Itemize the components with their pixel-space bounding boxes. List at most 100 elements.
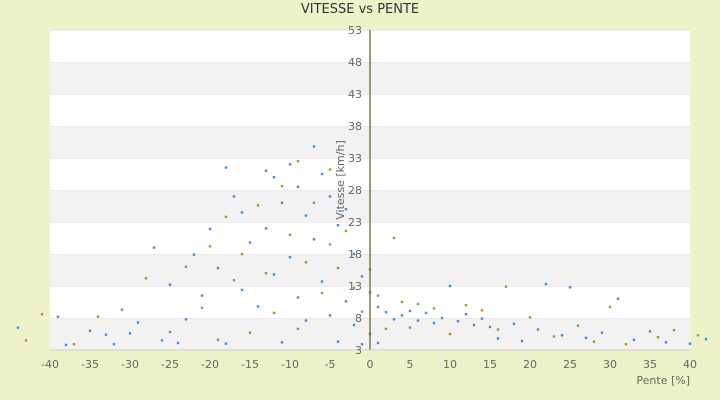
data-point bbox=[528, 316, 532, 319]
y-tick-label: 8 bbox=[355, 312, 362, 325]
data-point bbox=[160, 339, 164, 342]
data-point bbox=[272, 311, 276, 315]
data-point bbox=[328, 243, 332, 246]
x-tick-label: 40 bbox=[683, 358, 697, 371]
data-point bbox=[704, 337, 708, 341]
y-tick-label: 3 bbox=[355, 344, 362, 357]
data-point bbox=[344, 300, 348, 303]
data-point bbox=[312, 145, 316, 148]
data-point bbox=[312, 238, 316, 241]
data-point bbox=[232, 195, 236, 198]
data-point bbox=[464, 304, 468, 307]
data-point bbox=[432, 321, 436, 325]
data-point bbox=[88, 329, 92, 332]
chart-title: VITESSE vs PENTE bbox=[300, 2, 420, 17]
data-point bbox=[480, 309, 484, 312]
data-point bbox=[304, 214, 308, 217]
x-axis-label: Pente [%] bbox=[636, 374, 690, 387]
y-tick-label: 23 bbox=[348, 216, 362, 229]
data-point bbox=[616, 297, 620, 300]
data-point bbox=[224, 215, 228, 219]
data-point bbox=[136, 321, 140, 324]
y-tick-label: 48 bbox=[348, 56, 362, 69]
data-point bbox=[664, 341, 668, 344]
y-tick-label: 28 bbox=[348, 184, 362, 197]
data-point bbox=[464, 312, 468, 316]
data-point bbox=[232, 279, 236, 282]
x-tick-label: -5 bbox=[325, 358, 336, 371]
data-point bbox=[416, 302, 420, 306]
data-point bbox=[376, 341, 380, 345]
data-point bbox=[600, 331, 604, 334]
data-point bbox=[144, 277, 148, 280]
data-point bbox=[696, 334, 700, 337]
data-point bbox=[24, 339, 28, 342]
data-point bbox=[288, 163, 292, 166]
data-point bbox=[56, 315, 60, 318]
data-point bbox=[168, 283, 172, 286]
x-tick-label: 30 bbox=[603, 358, 617, 371]
data-point bbox=[376, 305, 380, 309]
y-tick-label: 18 bbox=[348, 248, 362, 261]
data-point bbox=[280, 184, 284, 188]
data-point bbox=[96, 315, 100, 318]
data-point bbox=[312, 201, 316, 204]
data-point bbox=[224, 166, 228, 169]
data-point bbox=[240, 288, 244, 292]
data-point bbox=[384, 327, 388, 331]
data-point bbox=[264, 272, 268, 275]
data-point bbox=[256, 204, 260, 207]
data-point bbox=[392, 318, 396, 321]
data-point bbox=[472, 323, 476, 327]
data-point bbox=[400, 300, 404, 304]
data-point bbox=[240, 252, 244, 256]
data-point bbox=[184, 318, 188, 321]
data-point bbox=[176, 341, 180, 345]
data-point bbox=[336, 266, 340, 270]
data-point bbox=[128, 332, 132, 335]
data-point bbox=[320, 172, 324, 176]
data-point bbox=[632, 338, 636, 341]
data-point bbox=[448, 332, 452, 336]
data-point bbox=[240, 211, 244, 214]
x-tick-label: -10 bbox=[281, 358, 299, 371]
data-point bbox=[536, 328, 540, 331]
x-tick-label: -15 bbox=[241, 358, 259, 371]
x-tick-label: 15 bbox=[483, 358, 497, 371]
x-tick-label: -25 bbox=[161, 358, 179, 371]
data-point bbox=[208, 245, 212, 248]
data-point bbox=[192, 253, 196, 256]
data-point bbox=[520, 339, 524, 343]
data-point bbox=[120, 308, 124, 311]
data-point bbox=[624, 343, 628, 346]
data-point bbox=[328, 314, 332, 317]
data-point bbox=[496, 337, 500, 340]
data-point bbox=[64, 343, 68, 347]
data-point bbox=[584, 336, 588, 340]
data-point bbox=[296, 296, 300, 299]
data-point bbox=[72, 343, 76, 346]
data-point bbox=[360, 275, 364, 278]
y-axis-label: Vitesse [km/h] bbox=[334, 140, 347, 220]
data-point bbox=[344, 229, 348, 233]
data-point bbox=[376, 294, 380, 297]
data-point bbox=[488, 325, 492, 329]
data-point bbox=[360, 343, 364, 346]
y-tick-label: 38 bbox=[348, 120, 362, 133]
data-point bbox=[280, 201, 284, 204]
data-point bbox=[168, 330, 172, 334]
data-point bbox=[608, 305, 612, 309]
y-tick-label: 13 bbox=[348, 280, 362, 293]
data-point bbox=[352, 323, 356, 327]
data-point bbox=[392, 236, 396, 240]
data-point bbox=[504, 285, 508, 288]
data-point bbox=[456, 320, 460, 323]
data-point bbox=[272, 176, 276, 179]
data-point bbox=[648, 330, 652, 333]
data-point bbox=[432, 307, 436, 310]
data-point bbox=[272, 273, 276, 276]
x-tick-label: 5 bbox=[407, 358, 414, 371]
data-point bbox=[360, 310, 364, 313]
x-tick-label: 0 bbox=[367, 358, 374, 371]
y-tick-label: 43 bbox=[348, 88, 362, 101]
